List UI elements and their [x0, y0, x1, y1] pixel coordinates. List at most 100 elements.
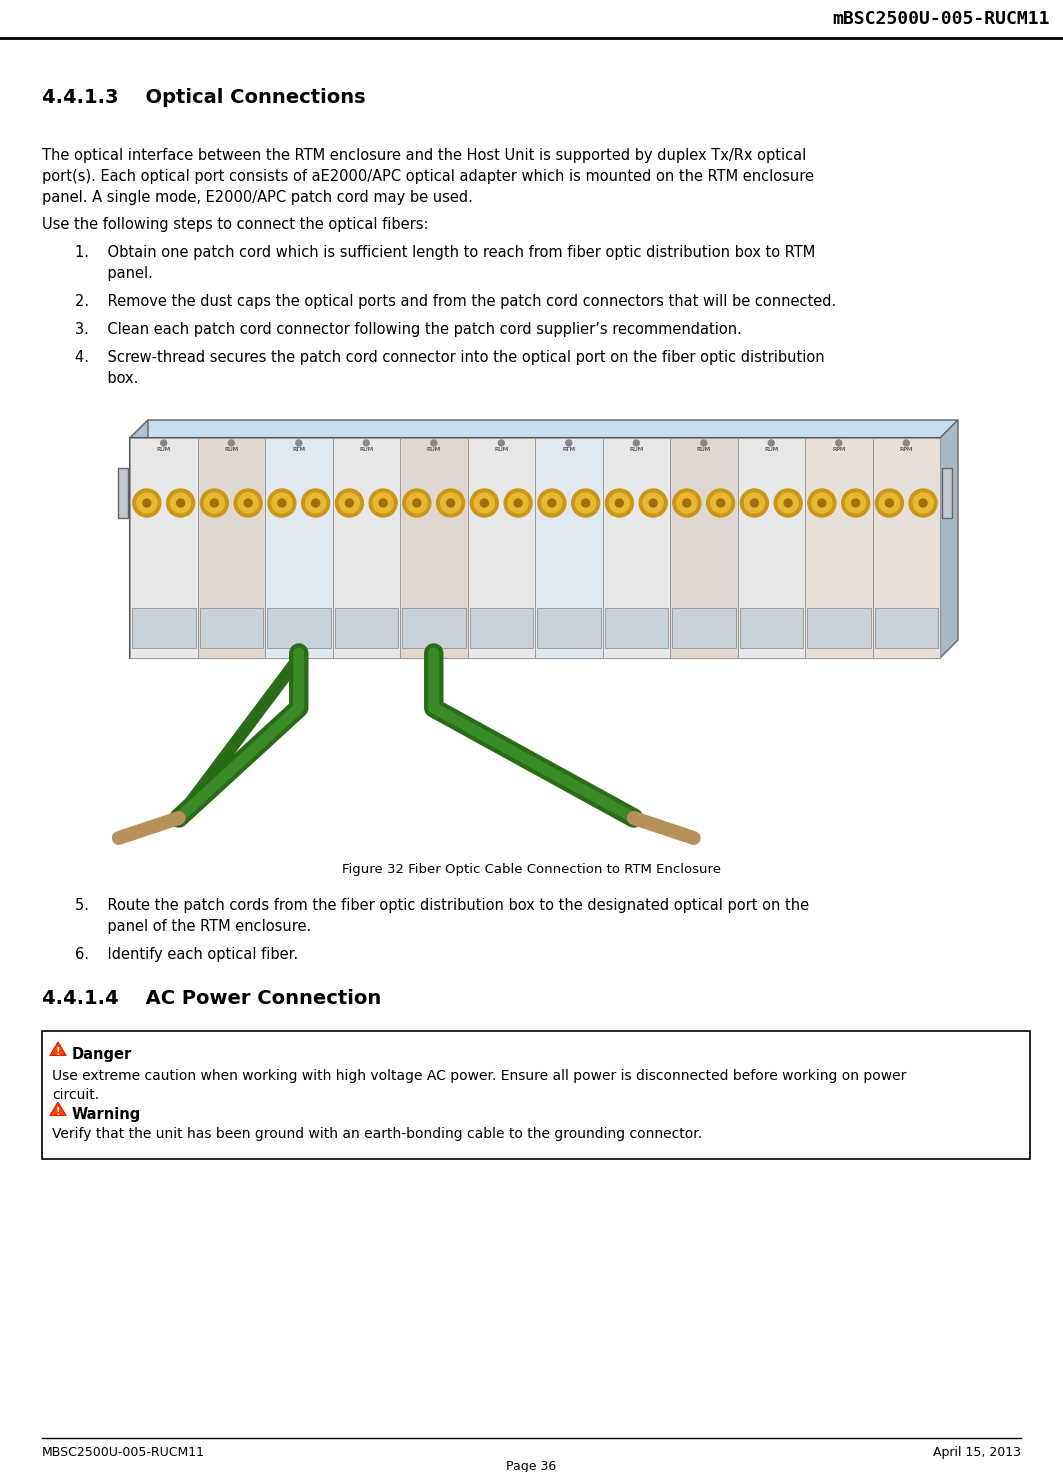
- Circle shape: [812, 493, 832, 514]
- Circle shape: [142, 499, 151, 506]
- Circle shape: [364, 440, 369, 446]
- Text: RUM: RUM: [426, 447, 441, 452]
- Circle shape: [605, 489, 634, 517]
- Circle shape: [504, 489, 533, 517]
- Text: RUM: RUM: [156, 447, 171, 452]
- Polygon shape: [402, 608, 466, 648]
- Circle shape: [441, 493, 460, 514]
- Circle shape: [345, 499, 353, 506]
- Circle shape: [808, 489, 836, 517]
- Circle shape: [576, 493, 595, 514]
- Circle shape: [875, 489, 904, 517]
- Text: 1.    Obtain one patch cord which is sufficient length to reach from fiber optic: 1. Obtain one patch cord which is suffic…: [75, 244, 815, 261]
- Polygon shape: [132, 608, 196, 648]
- Circle shape: [302, 489, 330, 517]
- Polygon shape: [605, 608, 668, 648]
- Text: April 15, 2013: April 15, 2013: [933, 1446, 1020, 1459]
- Circle shape: [412, 499, 421, 506]
- Circle shape: [643, 493, 663, 514]
- Polygon shape: [670, 439, 738, 658]
- Polygon shape: [535, 439, 603, 658]
- Circle shape: [437, 489, 465, 517]
- Circle shape: [133, 489, 161, 517]
- Circle shape: [634, 440, 639, 446]
- Text: The optical interface between the RTM enclosure and the Host Unit is supported b: The optical interface between the RTM en…: [43, 149, 806, 163]
- Polygon shape: [875, 608, 938, 648]
- Circle shape: [403, 489, 431, 517]
- Polygon shape: [603, 439, 670, 658]
- Text: panel.: panel.: [75, 266, 153, 281]
- Circle shape: [784, 499, 792, 506]
- Circle shape: [677, 493, 697, 514]
- Text: RUM: RUM: [629, 447, 643, 452]
- Circle shape: [296, 440, 302, 446]
- Circle shape: [470, 489, 499, 517]
- Circle shape: [851, 499, 860, 506]
- Polygon shape: [130, 420, 958, 439]
- Circle shape: [167, 489, 195, 517]
- Circle shape: [499, 440, 504, 446]
- Polygon shape: [50, 1042, 66, 1055]
- Text: RPM: RPM: [832, 447, 845, 452]
- Circle shape: [716, 499, 725, 506]
- Circle shape: [581, 499, 590, 506]
- Circle shape: [609, 493, 629, 514]
- Circle shape: [431, 440, 437, 446]
- Polygon shape: [873, 439, 940, 658]
- Circle shape: [238, 493, 258, 514]
- Circle shape: [836, 440, 842, 446]
- Polygon shape: [335, 608, 398, 648]
- Circle shape: [161, 440, 167, 446]
- Text: Use extreme caution when working with high voltage AC power. Ensure all power is: Use extreme caution when working with hi…: [52, 1069, 907, 1083]
- Circle shape: [769, 440, 774, 446]
- Polygon shape: [740, 608, 803, 648]
- Polygon shape: [130, 439, 198, 658]
- Polygon shape: [198, 439, 265, 658]
- Polygon shape: [43, 1030, 1030, 1158]
- Polygon shape: [537, 608, 601, 648]
- Text: port(s). Each optical port consists of aE2000/APC optical adapter which is mount: port(s). Each optical port consists of a…: [43, 169, 814, 184]
- Polygon shape: [265, 439, 333, 658]
- Circle shape: [701, 440, 707, 446]
- Circle shape: [234, 489, 263, 517]
- Circle shape: [446, 499, 455, 506]
- Text: Warning: Warning: [72, 1107, 141, 1122]
- Polygon shape: [130, 439, 940, 658]
- Circle shape: [572, 489, 600, 517]
- Circle shape: [774, 489, 803, 517]
- Text: RUM: RUM: [224, 447, 238, 452]
- Text: box.: box.: [75, 371, 138, 386]
- Circle shape: [919, 499, 927, 506]
- Text: !: !: [55, 1107, 61, 1117]
- Circle shape: [707, 489, 735, 517]
- Circle shape: [673, 489, 701, 517]
- Circle shape: [879, 493, 899, 514]
- Circle shape: [885, 499, 893, 506]
- Circle shape: [335, 489, 364, 517]
- Circle shape: [171, 493, 190, 514]
- Circle shape: [137, 493, 157, 514]
- Polygon shape: [400, 439, 468, 658]
- Polygon shape: [50, 1103, 66, 1116]
- Circle shape: [649, 499, 657, 506]
- Circle shape: [306, 493, 325, 514]
- Text: RUM: RUM: [359, 447, 373, 452]
- Circle shape: [210, 499, 218, 506]
- Text: Use the following steps to connect the optical fibers:: Use the following steps to connect the o…: [43, 216, 428, 233]
- Circle shape: [846, 493, 865, 514]
- Text: RUM: RUM: [764, 447, 778, 452]
- Text: 4.4.1.4    AC Power Connection: 4.4.1.4 AC Power Connection: [43, 989, 382, 1008]
- Circle shape: [842, 489, 870, 517]
- Text: circuit.: circuit.: [52, 1088, 99, 1103]
- Circle shape: [615, 499, 623, 506]
- Text: 3.    Clean each patch cord connector following the patch cord supplier’s recomm: 3. Clean each patch cord connector follo…: [75, 322, 742, 337]
- Circle shape: [508, 493, 528, 514]
- Circle shape: [373, 493, 393, 514]
- Circle shape: [566, 440, 572, 446]
- Text: Verify that the unit has been ground with an earth-bonding cable to the groundin: Verify that the unit has been ground wit…: [52, 1128, 703, 1141]
- Circle shape: [514, 499, 522, 506]
- Circle shape: [909, 489, 938, 517]
- Circle shape: [244, 499, 252, 506]
- Text: mBSC2500U-005-RUCM11: mBSC2500U-005-RUCM11: [832, 10, 1050, 28]
- Circle shape: [744, 493, 764, 514]
